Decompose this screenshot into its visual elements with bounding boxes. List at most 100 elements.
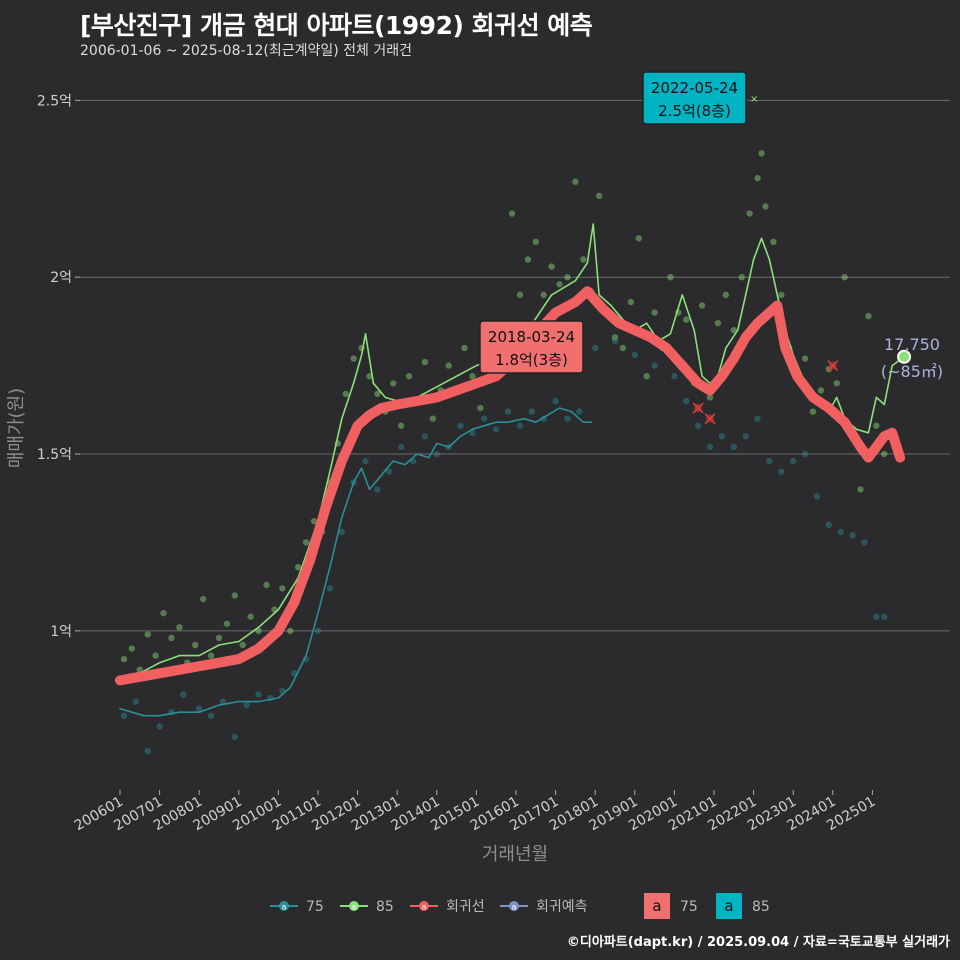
scatter-point-85 [873, 422, 880, 429]
scatter-point-85 [770, 238, 777, 246]
scatter-point-85 [168, 634, 175, 642]
scatter-point-85 [144, 631, 151, 638]
scatter-point-85 [350, 355, 357, 362]
scatter-point-85 [817, 387, 825, 394]
scatter-point-75 [433, 450, 440, 458]
scatter-point-75 [397, 443, 405, 451]
scatter-point-85 [524, 256, 532, 263]
scatter-point-85 [342, 390, 349, 398]
regression-line [115, 286, 906, 686]
scatter-point-85 [461, 344, 468, 352]
scatter-point-75 [504, 408, 512, 415]
x-axis-title: 거래년월 [482, 844, 548, 865]
scatter-point-85 [881, 450, 888, 458]
y-axis-title: 매매가(원) [6, 388, 27, 468]
scatter-point-75 [564, 415, 571, 422]
scatter-point-75 [492, 426, 500, 433]
latest-point-85 [897, 349, 912, 364]
legend-swatch-dot [509, 901, 519, 911]
scatter-point-75 [683, 397, 690, 405]
scatter-point-85 [366, 373, 373, 380]
scatter-point-75 [338, 528, 345, 536]
legend-label: 회귀예측 [536, 899, 588, 915]
scatter-point-85 [548, 263, 555, 270]
scatter-point-75 [219, 698, 227, 705]
scatter-point-85 [397, 422, 405, 429]
scatter-point-85 [580, 256, 587, 263]
scatter-point-75 [801, 450, 809, 458]
scatter-point-85 [801, 355, 809, 362]
scatter-point-75 [591, 344, 599, 352]
scatter-point-75 [195, 705, 203, 712]
scatter-point-75 [849, 532, 856, 539]
scatter-point-75 [789, 457, 797, 465]
scatter-point-85 [128, 645, 136, 652]
series-line-75 [119, 407, 592, 717]
scatter-point-85 [730, 327, 737, 334]
scatter-point-75 [861, 539, 868, 546]
legend-label: 85 [752, 899, 770, 915]
legend-box-swatch [644, 893, 670, 919]
scatter-point-85 [635, 235, 642, 242]
scatter-point-85 [477, 404, 484, 412]
scatter-point-85 [738, 273, 745, 281]
scatter-point-75 [754, 415, 761, 422]
scatter-point-75 [825, 521, 833, 528]
scatter-point-85 [160, 609, 167, 617]
scatter-point-75 [386, 468, 393, 475]
scatter-point-75 [243, 701, 250, 709]
callout-value-85: 2.5억(8층) [658, 102, 731, 120]
scatter-point-85 [706, 394, 714, 401]
scatter-point-85 [758, 150, 765, 157]
scatter-point-85 [865, 312, 872, 320]
scatter-point-85 [754, 174, 761, 182]
scatter-point-85 [532, 238, 539, 246]
legend-label: 85 [376, 899, 394, 915]
scatter-point-85 [215, 634, 223, 642]
scatter-point-85 [857, 486, 864, 493]
scatter-point-85 [564, 273, 571, 281]
scatter-point-85 [698, 302, 706, 309]
scatter-point-75 [611, 337, 619, 345]
callout-date-75: 2018-03-24 [488, 328, 575, 346]
scatter-point-75 [706, 443, 714, 451]
legend-label: 75 [680, 899, 698, 915]
scatter-point-85 [310, 518, 318, 525]
scatter-point-75 [132, 698, 140, 705]
scatter-point-75 [766, 457, 773, 465]
scatter-point-85 [445, 362, 452, 369]
legend-box-glyph: a [724, 897, 733, 915]
legend-swatch-dot [279, 901, 289, 911]
scatter-point-85 [429, 415, 437, 422]
scatter-point-75 [326, 585, 334, 592]
scatter-point-85 [778, 291, 785, 299]
scatter-point-85 [231, 592, 239, 599]
scatter-point-85 [508, 210, 516, 217]
source-caption: ©디아파트(dapt.kr) / 2025.09.04 / 자료=국토교통부 실… [566, 935, 950, 950]
scatter-point-85 [287, 627, 294, 635]
scatter-point-85 [619, 344, 627, 352]
max-marker: × [750, 94, 758, 105]
scatter-point-85 [540, 291, 547, 299]
scatter-point-75 [881, 613, 888, 620]
scatter-point-85 [683, 316, 690, 323]
legend-swatch-glyph: a [422, 903, 427, 912]
scatter-point-75 [730, 443, 737, 451]
scatter-point-75 [457, 422, 464, 429]
chart-subtitle: 2006-01-06 ~ 2025-08-12(최근계약일) 전체 거래건 [80, 43, 412, 59]
legend-swatch-glyph: a [352, 903, 357, 912]
end-value-label: 17,750 [884, 335, 940, 354]
scatter-point-75 [421, 433, 429, 440]
scatter-point-85 [516, 291, 524, 299]
scatter-point-75 [778, 468, 785, 475]
outlier-x-mark [827, 360, 839, 372]
callout-box-75 [479, 320, 584, 374]
scatter-point-75 [873, 613, 880, 620]
scatter-point-85 [192, 641, 199, 649]
scatter-point-85 [405, 373, 413, 380]
legend-swatch-dot [349, 901, 359, 911]
outlier-x-mark [704, 413, 716, 425]
scatter-point-85 [374, 390, 381, 398]
scatter-point-85 [199, 595, 207, 603]
scatter-point-85 [390, 380, 397, 387]
